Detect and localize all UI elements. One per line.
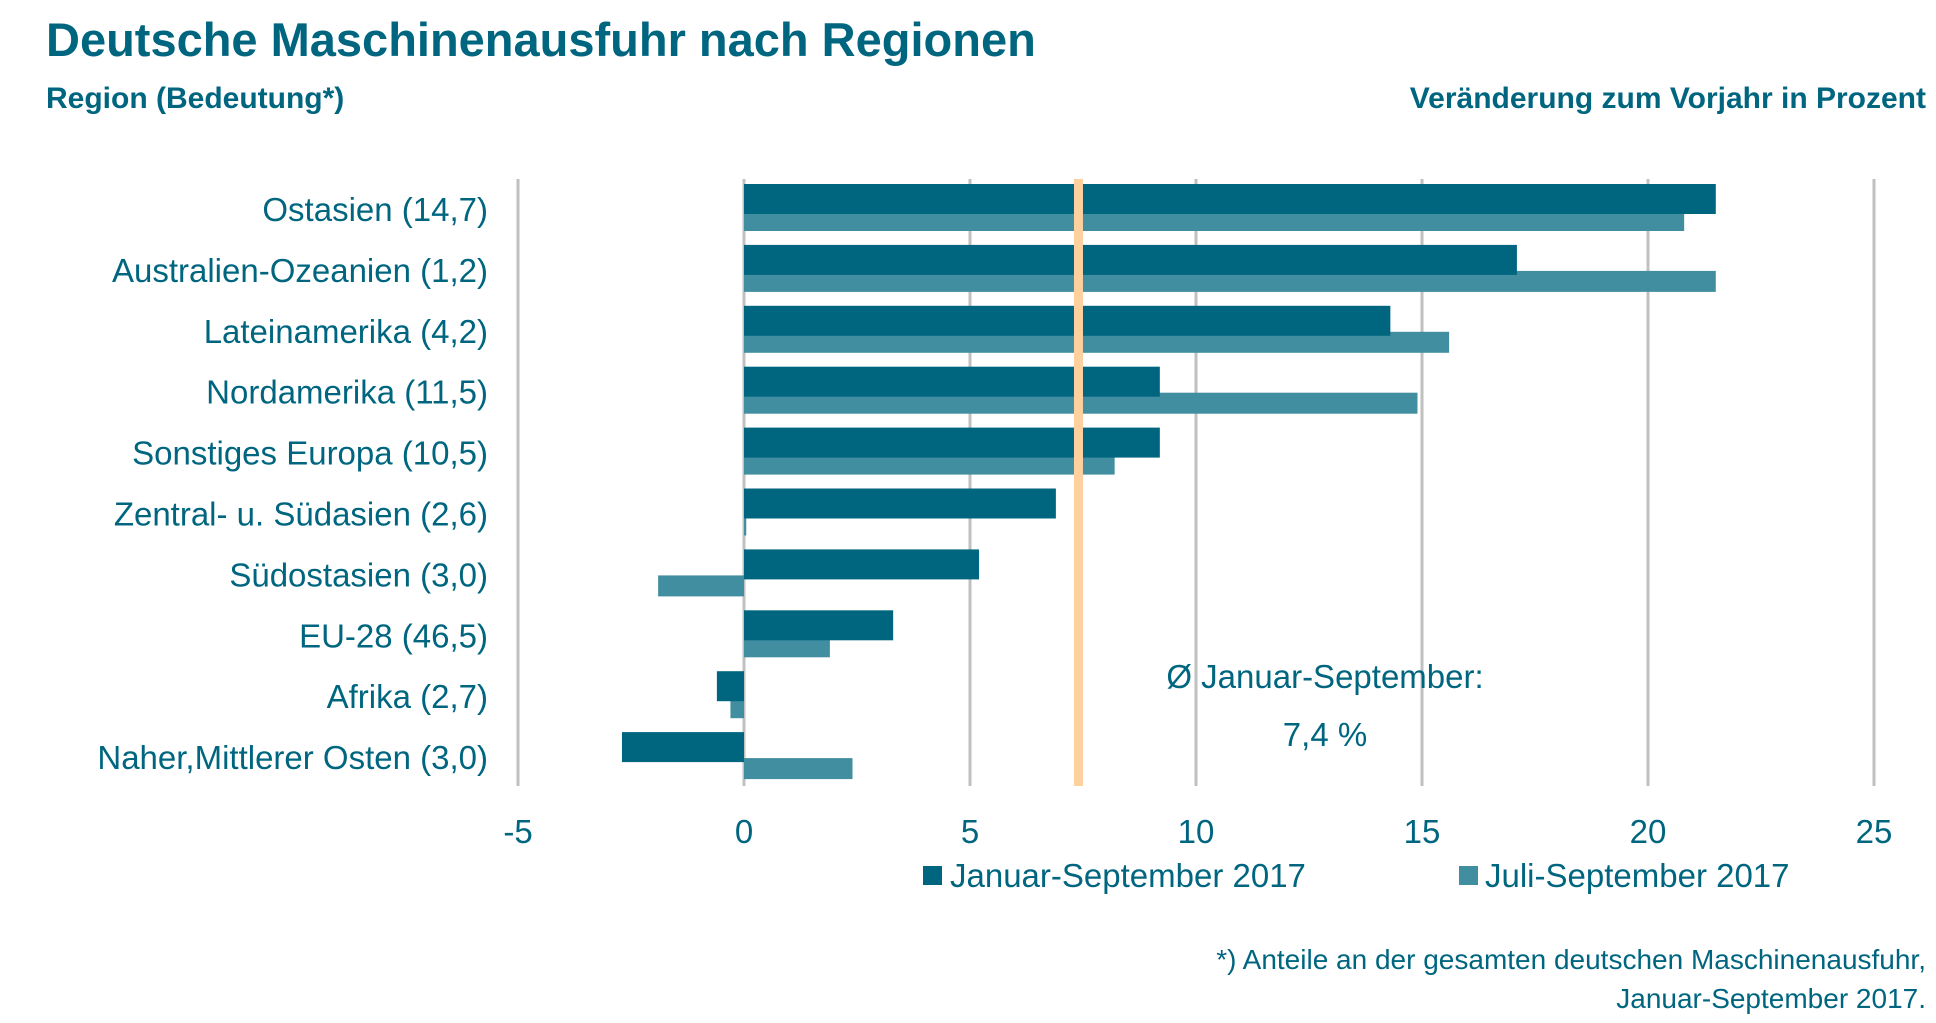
category-label: Naher,Mittlerer Osten (3,0) bbox=[97, 739, 488, 776]
x-tick-label: 25 bbox=[1856, 813, 1893, 850]
bar-jul-sep bbox=[744, 514, 747, 536]
bar-jul-sep bbox=[744, 210, 1685, 231]
average-value: 7,4 % bbox=[1283, 716, 1367, 753]
x-tick-label: 5 bbox=[961, 813, 979, 850]
category-label: Australien-Ozeanien (1,2) bbox=[112, 252, 488, 289]
average-label: Ø Januar-September: bbox=[1166, 658, 1483, 695]
x-axis-title: Veränderung zum Vorjahr in Prozent bbox=[1410, 82, 1926, 115]
bar-jan-sep bbox=[621, 732, 744, 763]
x-tick-label: 10 bbox=[1178, 813, 1215, 850]
footnote-line-2: Januar-September 2017. bbox=[1616, 983, 1926, 1014]
category-label: Südostasien (3,0) bbox=[229, 556, 488, 593]
x-tick-label: 0 bbox=[735, 813, 753, 850]
legend-swatch-jul-sep bbox=[1459, 866, 1478, 885]
bar-jul-sep bbox=[744, 758, 853, 780]
category-label: Ostasien (14,7) bbox=[262, 191, 488, 228]
bar-jan-sep bbox=[744, 427, 1160, 458]
bar-jan-sep bbox=[744, 305, 1391, 336]
bar-jan-sep bbox=[744, 244, 1517, 275]
category-label: Sonstiges Europa (10,5) bbox=[132, 435, 488, 472]
category-label: Zentral- u. Südasien (2,6) bbox=[114, 496, 488, 533]
bar-jan-sep bbox=[716, 671, 744, 702]
bar-jan-sep bbox=[744, 488, 1056, 519]
bar-jul-sep bbox=[744, 636, 830, 658]
x-tick-label: -5 bbox=[503, 813, 532, 850]
category-label: Lateinamerika (4,2) bbox=[204, 313, 488, 350]
bar-jul-sep bbox=[744, 270, 1716, 292]
bar-jul-sep bbox=[744, 331, 1450, 353]
category-label: EU-28 (46,5) bbox=[299, 617, 488, 654]
bar-jul-sep bbox=[730, 697, 744, 719]
bar-jan-sep bbox=[744, 610, 894, 641]
bar-jul-sep bbox=[658, 575, 744, 597]
footnote-line-1: *) Anteile an der gesamten deutschen Mas… bbox=[1216, 944, 1926, 975]
legend-label-jul-sep: Juli-September 2017 bbox=[1485, 857, 1790, 894]
bar-jul-sep bbox=[744, 453, 1115, 475]
bar-jan-sep bbox=[744, 549, 980, 580]
y-axis-title: Region (Bedeutung*) bbox=[46, 82, 344, 115]
x-tick-label: 15 bbox=[1404, 813, 1441, 850]
category-label: Nordamerika (11,5) bbox=[206, 374, 488, 411]
legend-swatch-jan-sep bbox=[923, 866, 942, 885]
chart-title: Deutsche Maschinenausfuhr nach Regionen bbox=[46, 13, 1036, 66]
category-label: Afrika (2,7) bbox=[327, 678, 488, 715]
x-tick-label: 20 bbox=[1630, 813, 1667, 850]
bar-jan-sep bbox=[744, 366, 1160, 397]
bar-jan-sep bbox=[744, 184, 1716, 214]
legend: Januar-September 2017 Juli-September 201… bbox=[923, 857, 1790, 894]
legend-label-jan-sep: Januar-September 2017 bbox=[950, 857, 1306, 894]
